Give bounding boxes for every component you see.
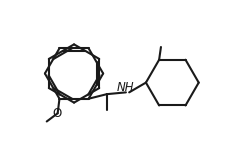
Text: NH: NH [117, 81, 135, 94]
Text: O: O [52, 107, 61, 120]
